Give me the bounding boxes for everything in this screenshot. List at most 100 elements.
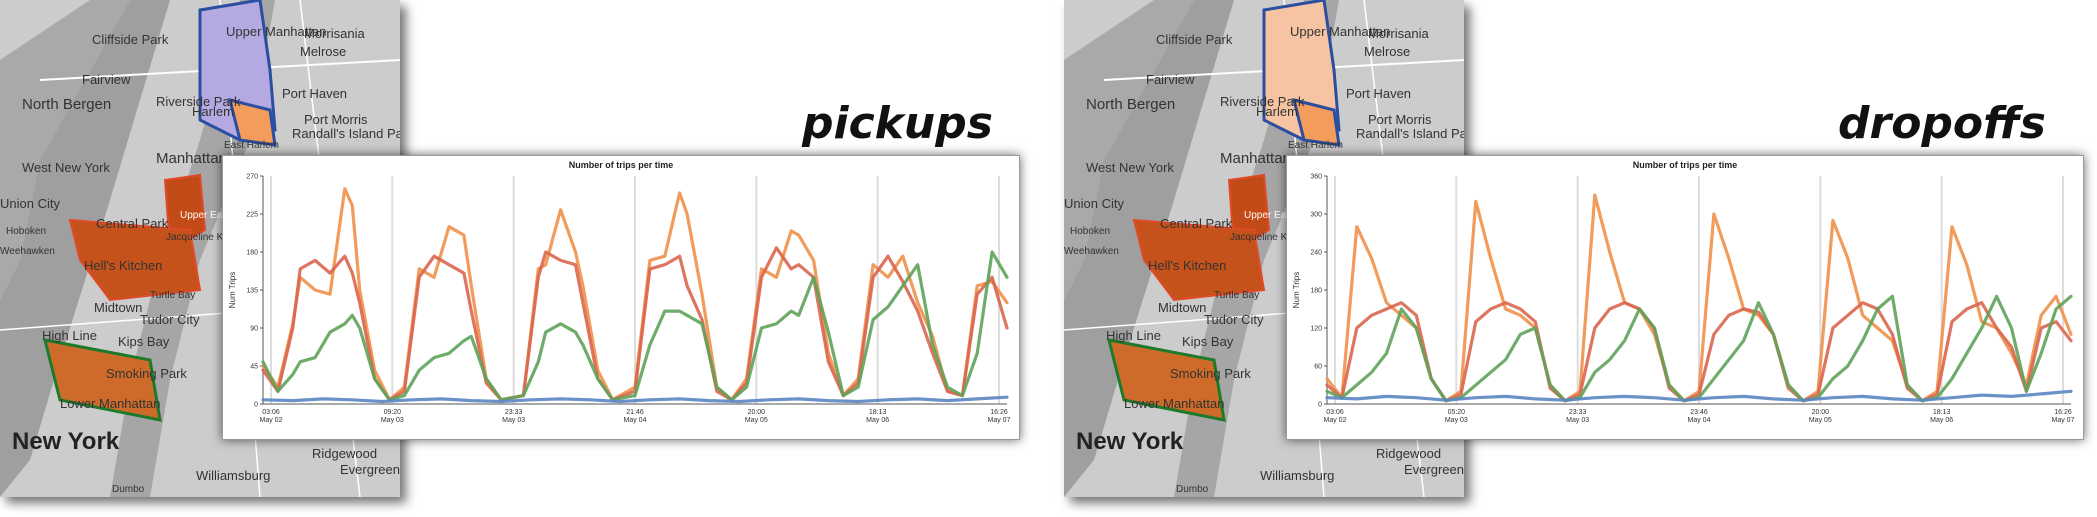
map-label: Kips Bay <box>1182 334 1234 349</box>
y-tick-label: 0 <box>1318 402 1322 409</box>
y-tick-label: 135 <box>246 288 258 295</box>
map-label: Hell's Kitchen <box>1148 258 1227 273</box>
x-tick-label: 20:00 <box>1812 409 1830 416</box>
map-label: Williamsburg <box>1260 468 1335 483</box>
dropoffs-panel: Upper Manhattan Cliffside Park Morrisani… <box>1064 0 2097 517</box>
x-tick-label: 03:06 <box>1326 409 1344 416</box>
map-label: Randall's Island Park <box>292 126 400 141</box>
map-label: North Bergen <box>22 96 112 113</box>
map-label: Cliffside Park <box>92 32 169 47</box>
x-tick-label: 09:20 <box>384 409 402 416</box>
map-label: Ridgewood <box>312 446 378 461</box>
x-tick-label: 20:00 <box>748 409 766 416</box>
map-label: Upper East Side <box>180 210 253 221</box>
x-tick-label: 16:26 <box>2054 409 2072 416</box>
map-label: Weehawken <box>1064 246 1119 257</box>
x-tick-date: May 02 <box>260 417 283 424</box>
chart-title: Number of trips per time <box>1633 160 1738 170</box>
y-tick-label: 300 <box>1310 212 1322 219</box>
map-label: Morrisania <box>1368 26 1429 41</box>
map-label: East Harlem <box>1288 140 1344 151</box>
map-label: Lower Manhattan <box>60 396 161 411</box>
x-tick-date: May 06 <box>866 417 889 424</box>
map-label: Ridgewood <box>1376 446 1442 461</box>
map-label: Riverside Park <box>156 94 241 109</box>
x-tick-date: May 03 <box>381 417 404 424</box>
map-label: Port Morris <box>304 112 368 127</box>
map-label: Port Morris <box>1368 112 1432 127</box>
map-label: New York <box>1076 428 1184 455</box>
map-label: Melrose <box>300 44 347 59</box>
y-tick-label: 120 <box>1310 326 1322 333</box>
y-tick-label: 45 <box>250 364 258 371</box>
x-tick-date: May 05 <box>1809 417 1832 424</box>
x-tick-date: May 03 <box>1445 417 1468 424</box>
map-label: Upper Manhattan <box>1290 24 1391 39</box>
x-tick-label: 18:13 <box>1933 409 1951 416</box>
map-label: Cliffside Park <box>1156 32 1233 47</box>
map-label: Morrisania <box>304 26 365 41</box>
x-tick-label: 18:13 <box>869 409 887 416</box>
series-line-3 <box>261 395 1009 404</box>
map-label: Midtown <box>1158 300 1207 315</box>
map-label: Smoking Park <box>1170 366 1251 381</box>
map-label: Tudor City <box>140 312 200 327</box>
map-label: Upper Manhattan <box>226 24 327 39</box>
map-label: Evergreen Park <box>340 462 400 477</box>
map-label: Hell's Kitchen <box>84 258 163 273</box>
x-tick-label: 23:46 <box>1690 409 1708 416</box>
x-tick-label: 03:06 <box>262 409 280 416</box>
map-label: High Line <box>1106 328 1161 343</box>
map-label: Port Haven <box>1346 86 1412 101</box>
pickups-chart-card: Number of trips per time Num Trips 03:06 Ma… <box>222 155 1020 440</box>
map-label: Port Haven <box>282 86 348 101</box>
map-label: Harlem <box>1256 104 1298 119</box>
x-tick-label: 23:33 <box>1569 409 1587 416</box>
map-label: Tudor City <box>1204 312 1264 327</box>
y-tick-label: 225 <box>246 212 258 219</box>
y-tick-label: 90 <box>250 326 258 333</box>
map-label: Fairview <box>82 72 131 87</box>
map-label: New York <box>12 428 120 455</box>
dropoffs-chart-card: Number of trips per time Num Trips 03:06 Ma… <box>1286 155 2084 440</box>
x-tick-date: May 03 <box>502 417 525 424</box>
x-tick-label: 21:46 <box>626 409 644 416</box>
map-label: Manhattan <box>1220 150 1291 167</box>
map-label: Kips Bay <box>118 334 170 349</box>
map-label: Central Park <box>1160 216 1233 231</box>
x-tick-date: May 07 <box>2052 417 2075 424</box>
x-tick-date: May 05 <box>745 417 768 424</box>
x-tick-date: May 06 <box>1930 417 1953 424</box>
x-tick-date: May 04 <box>1688 417 1711 424</box>
y-tick-label: 180 <box>1310 288 1322 295</box>
map-label: Union City <box>0 196 60 211</box>
series-line-0 <box>261 187 1009 402</box>
map-label: Lower Manhattan <box>1124 396 1225 411</box>
y-tick-label: 0 <box>254 402 258 409</box>
x-tick-date: May 03 <box>1566 417 1589 424</box>
y-tick-label: 270 <box>246 174 258 181</box>
map-label: Fairview <box>1146 72 1195 87</box>
y-axis-label: Num Trips <box>228 272 237 308</box>
map-label: Hoboken <box>6 226 47 237</box>
map-label: Midtown <box>94 300 143 315</box>
map-label: Williamsburg <box>196 468 271 483</box>
chart-title: Number of trips per time <box>569 160 674 170</box>
y-tick-label: 360 <box>1310 174 1322 181</box>
map-label: Turtle Bay <box>1214 290 1260 301</box>
map-label: Hoboken <box>1070 226 1111 237</box>
map-label: Manhattan <box>156 150 227 167</box>
map-label: Melrose <box>1364 44 1411 59</box>
pickups-panel: Upper Manhattan Cliffside Park Morrisani… <box>0 0 1040 517</box>
map-label: Riverside Park <box>1220 94 1305 109</box>
y-tick-label: 60 <box>1314 364 1322 371</box>
map-label: Evergreen Park <box>1404 462 1464 477</box>
map-label: Randall's Island Park <box>1356 126 1464 141</box>
x-tick-date: May 02 <box>1324 417 1347 424</box>
dropoffs-title: dropoffs <box>1838 98 2046 149</box>
map-label: Upper East Side <box>1244 210 1317 221</box>
map-label: Central Park <box>96 216 169 231</box>
map-label: North Bergen <box>1086 96 1176 113</box>
